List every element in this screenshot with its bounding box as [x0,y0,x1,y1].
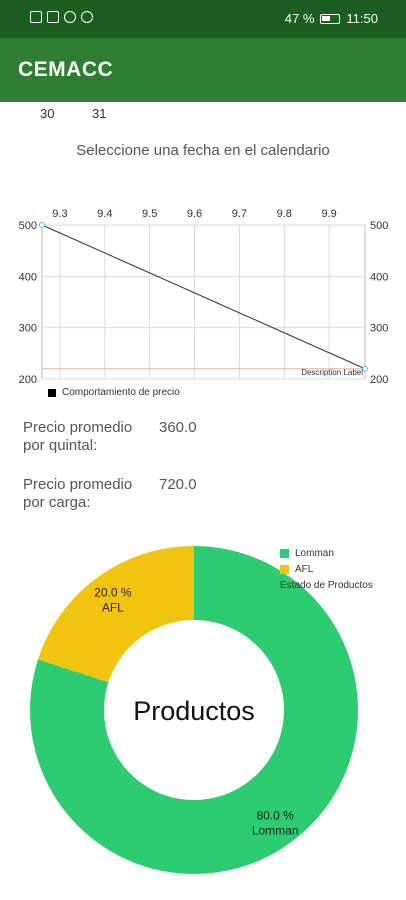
line-legend: Comportamiento de precio [48,387,180,398]
pie-description: Estado de Productos [280,580,373,591]
calendar-day-31[interactable]: 31 [92,106,107,121]
status-icons [30,11,93,23]
y-tick-label-right: 200 [370,374,388,385]
status-bar: 47 % 11:50 [0,0,406,38]
pie-legend-label: Lomman [295,547,334,559]
x-tick-label: 9.5 [142,208,157,220]
pie-slice-percent: 20.0 % [94,585,132,599]
calendar-day-30[interactable]: 30 [40,106,55,121]
plot-frame [41,224,366,380]
x-tick-label: 9.9 [321,208,336,220]
chart-description: Description Label [301,368,363,377]
x-tick-label: 9.3 [52,208,67,220]
pie-slice-label: AFL [102,600,124,614]
pie-slice-lomman [29,546,358,874]
y-tick-label-left: 400 [19,271,37,283]
x-tick-label: 9.8 [277,208,292,220]
facebook-icon [81,11,93,23]
price-data-point [39,222,45,228]
pie-legend-item-afl: AFL [280,561,373,577]
legend-swatch-lomman [280,548,289,558]
pie-legend: Lomman AFL Estado de Productos [280,545,373,591]
price-quintal-label: Precio promedio por quintal: [23,419,133,454]
pie-legend-item-lomman: Lomman [280,545,373,561]
price-carga-value: 720.0 [159,476,197,493]
pie-slice-afl [38,546,194,683]
calendar-hint: Seleccione una fecha en el calendario [76,142,330,159]
signal-icon [47,11,59,23]
pie-center-text: Productos [133,696,255,726]
pie-legend-label: AFL [295,563,314,575]
app-bar: CEMACC [0,38,406,102]
pie-slice-label: Lomman [252,824,299,838]
battery-percentage: 47 % [284,11,315,26]
x-tick-label: 9.7 [232,208,247,220]
price-quintal-value: 360.0 [159,419,197,436]
clock: 11:50 [346,11,378,26]
y-tick-label-right: 300 [370,323,388,335]
price-series-line [41,224,366,370]
y-tick-label-left: 500 [19,220,37,232]
x-tick-label: 9.6 [187,208,202,220]
legend-label: Comportamiento de precio [62,387,180,398]
sim-icon [30,11,42,23]
pie-slice-percent: 80.0 % [256,809,294,823]
battery-icon [320,13,341,24]
y-tick-label-left: 300 [19,323,37,335]
price-line-chart[interactable]: 9.3 9.4 9.5 9.6 9.7 9.8 9.9 500 400 300 200 500 400 3… [0,195,406,385]
price-data-point [362,365,368,372]
y-tick-label-left: 200 [19,374,37,385]
donut-hole [116,632,272,788]
y-tick-label-right: 500 [370,220,388,232]
app-title: CEMACC [18,58,114,81]
legend-swatch-afl [280,564,289,574]
y-tick-label-right: 400 [370,271,388,283]
legend-swatch [48,388,56,397]
x-tick-label: 9.4 [97,208,112,220]
app-notification-icon [64,11,76,23]
price-carga-label: Precio promedio por carga: [23,476,133,511]
